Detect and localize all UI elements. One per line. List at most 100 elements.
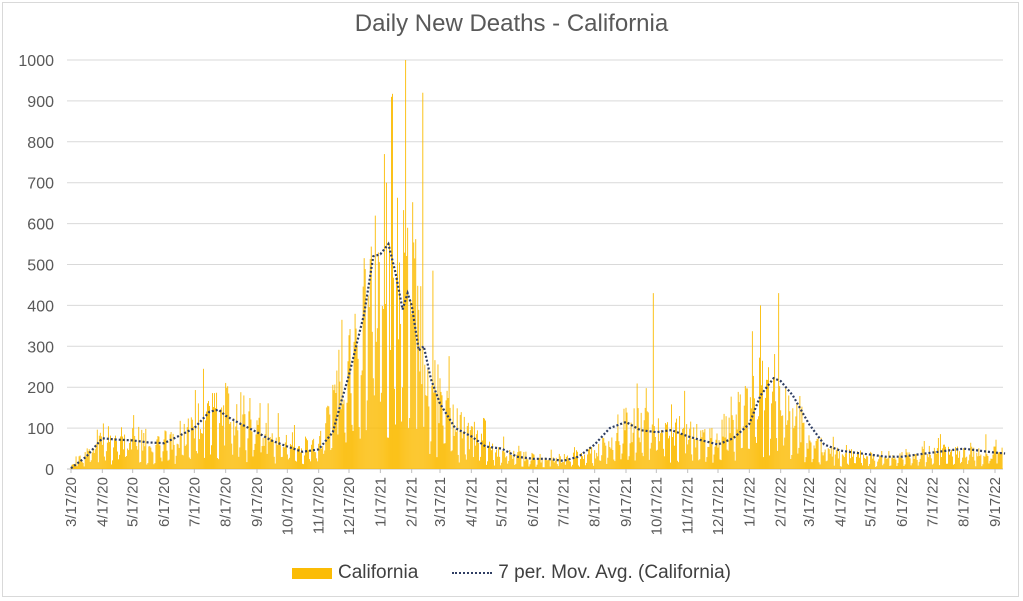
- bar-california: [688, 439, 690, 469]
- bar-california: [361, 370, 363, 469]
- bar-california: [781, 416, 783, 469]
- x-tick-label: 6/17/22: [894, 477, 911, 527]
- bar-california: [812, 458, 814, 469]
- moving-average-line: [70, 241, 1006, 470]
- bar-california: [801, 406, 803, 469]
- x-tick-label: 12/17/20: [341, 477, 358, 535]
- bar-california: [426, 396, 428, 469]
- bar-california: [665, 424, 667, 469]
- bar-california: [721, 419, 723, 469]
- bar-california: [947, 463, 948, 469]
- bar-california: [359, 438, 361, 469]
- bar-california: [709, 428, 711, 469]
- bar-california: [930, 458, 932, 469]
- bar-california: [698, 460, 700, 469]
- bar-california: [405, 60, 407, 469]
- bar-california: [505, 457, 507, 469]
- bar-california: [974, 460, 976, 469]
- bar-california: [94, 449, 96, 469]
- bar-california: [463, 416, 465, 469]
- bar-california: [933, 447, 935, 469]
- bar-california: [765, 397, 766, 469]
- bar-california: [635, 452, 637, 469]
- bar-california: [322, 446, 324, 469]
- bar-california: [984, 456, 986, 469]
- bar-california: [644, 407, 646, 469]
- bar-california: [429, 453, 431, 469]
- bar-california: [175, 455, 177, 469]
- legend-swatch-bar: [292, 567, 333, 579]
- bar-california: [568, 461, 570, 469]
- bar-california: [858, 452, 859, 469]
- bar-california: [177, 444, 179, 469]
- bar-california: [808, 435, 810, 469]
- bar-california: [560, 462, 562, 469]
- bar-california: [926, 453, 928, 469]
- bar-california: [97, 462, 99, 469]
- bar-california: [98, 435, 100, 469]
- bar-california: [187, 418, 189, 469]
- bar-california: [191, 419, 193, 469]
- bar-california: [958, 457, 960, 469]
- bar-california: [680, 433, 682, 469]
- x-tick-label: 8/17/20: [218, 477, 235, 527]
- bar-california: [421, 384, 423, 469]
- bar-california: [672, 437, 673, 469]
- bar-california: [246, 462, 248, 469]
- bar-california: [931, 464, 933, 469]
- bar-california: [366, 400, 368, 469]
- bar-california: [843, 457, 845, 469]
- bar-california: [267, 403, 269, 469]
- bar-california: [711, 427, 713, 469]
- bar-california: [983, 455, 985, 469]
- bar-california: [198, 439, 200, 469]
- x-tick-label: 1/17/21: [372, 477, 389, 527]
- bar-california: [236, 404, 238, 469]
- bar-california: [862, 465, 864, 469]
- bar-california: [903, 465, 905, 469]
- bar-california: [516, 454, 518, 469]
- bar-california: [907, 455, 909, 469]
- bar-california: [719, 459, 721, 469]
- bar-california: [509, 449, 511, 469]
- bar-california: [208, 400, 209, 469]
- bar-california: [104, 460, 106, 469]
- bar-california: [141, 429, 143, 469]
- bar-california: [610, 448, 612, 469]
- bar-california: [205, 420, 206, 469]
- bar-california: [116, 441, 117, 469]
- bar-california: [142, 450, 144, 469]
- bar-california: [915, 454, 917, 469]
- bar-california: [636, 383, 638, 469]
- bar-california: [780, 410, 782, 469]
- bar-california: [370, 246, 372, 469]
- bar-california: [648, 459, 650, 469]
- bar-california: [337, 434, 339, 469]
- bar-california: [734, 460, 736, 469]
- bar-california: [992, 454, 994, 469]
- bar-california: [271, 433, 273, 469]
- bar-california: [517, 452, 519, 469]
- bar-california: [559, 456, 561, 469]
- bar-california: [479, 456, 481, 469]
- bar-california: [951, 449, 952, 469]
- bar-california: [1000, 453, 1002, 469]
- bar-california: [670, 462, 671, 469]
- bar-california: [962, 457, 964, 469]
- bar-california: [551, 460, 553, 469]
- gridlines: [67, 59, 1003, 470]
- bar-california: [884, 457, 886, 469]
- bar-california: [764, 410, 765, 469]
- bar-california: [390, 349, 391, 469]
- bar-california: [544, 457, 546, 469]
- bar-california: [796, 403, 798, 469]
- bar-california: [88, 449, 90, 469]
- bar-california: [652, 293, 654, 469]
- bar-california: [555, 457, 557, 469]
- bar-california: [713, 454, 715, 469]
- bar-california: [213, 407, 214, 469]
- bar-california: [147, 463, 149, 469]
- bar-california: [967, 464, 969, 469]
- bar-california: [592, 463, 594, 469]
- y-tick-label: 300: [27, 339, 54, 356]
